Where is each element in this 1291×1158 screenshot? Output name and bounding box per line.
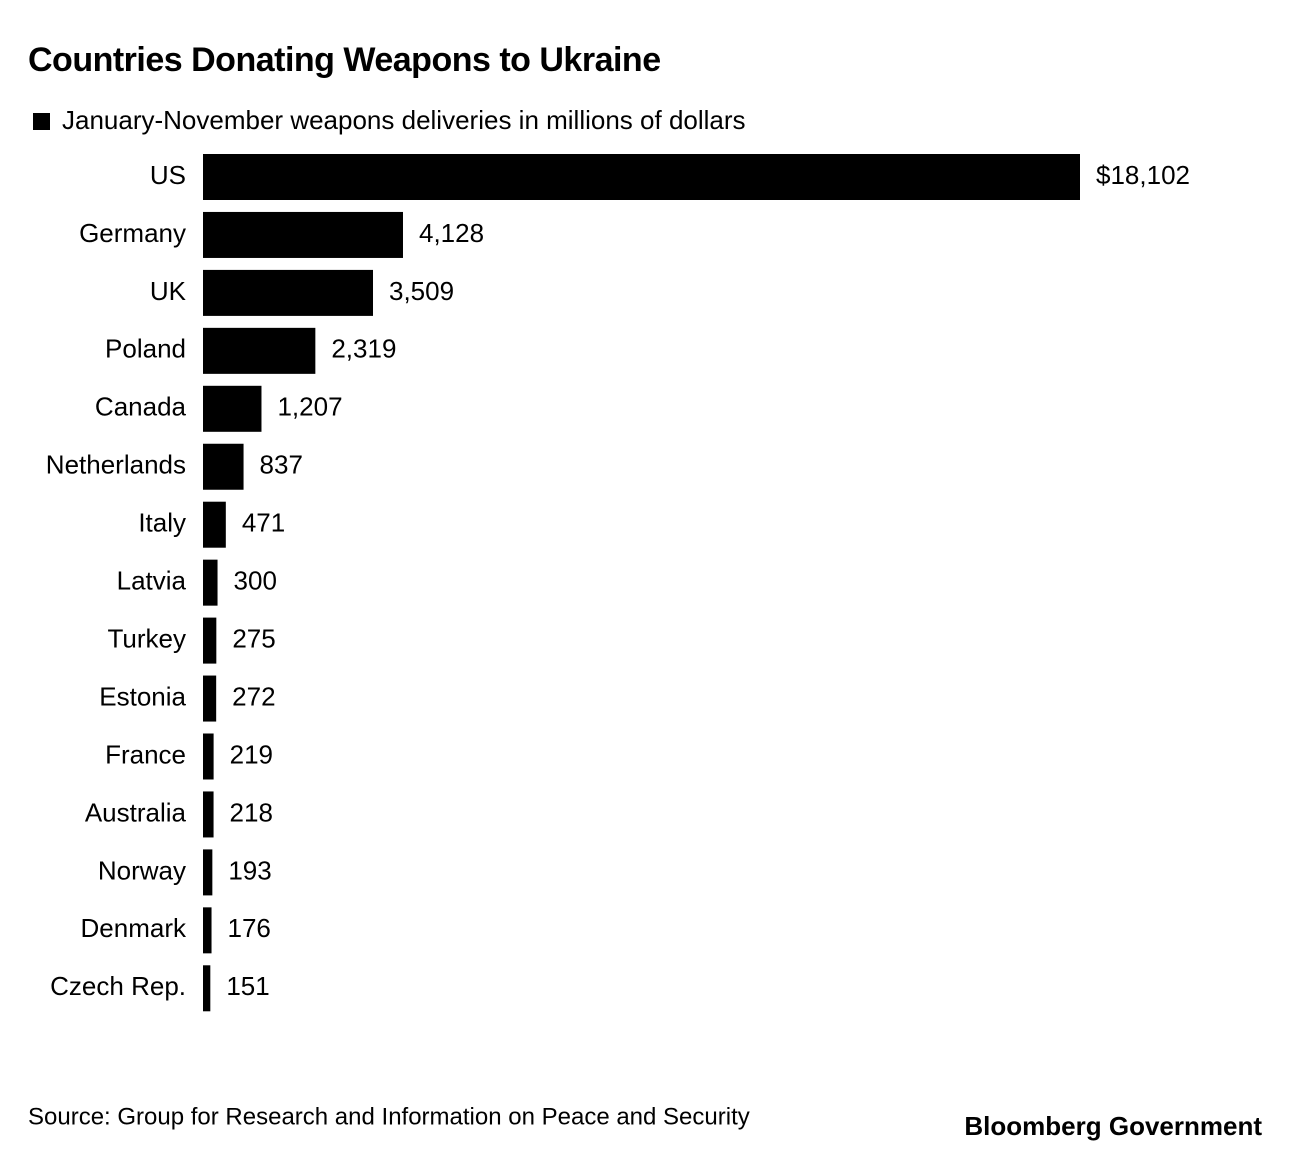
category-label: Australia (85, 797, 187, 827)
value-label: 2,319 (331, 334, 396, 364)
category-label: US (150, 160, 186, 190)
category-label: Turkey (108, 623, 187, 653)
value-label: 837 (260, 450, 303, 480)
legend-swatch (33, 113, 50, 130)
category-label: UK (150, 276, 187, 306)
chart-title: Countries Donating Weapons to Ukraine (28, 41, 661, 79)
bar (203, 327, 316, 374)
category-label: Estonia (99, 681, 186, 711)
value-label: 275 (232, 623, 275, 653)
category-label: Italy (138, 508, 186, 538)
bar (203, 501, 226, 548)
value-label: 151 (226, 971, 269, 1001)
category-label: Netherlands (46, 450, 186, 480)
value-label: 300 (234, 566, 277, 596)
legend-label: January-November weapons deliveries in m… (62, 105, 746, 135)
category-label: Poland (105, 334, 186, 364)
value-label: $18,102 (1096, 160, 1190, 190)
category-label: Latvia (117, 566, 187, 596)
bar (203, 907, 212, 954)
category-label: Germany (79, 218, 186, 248)
category-label: Norway (98, 855, 186, 885)
value-label: 4,128 (419, 218, 484, 248)
bar (203, 849, 213, 896)
bar (203, 269, 374, 316)
brand: Bloomberg Government (964, 1111, 1262, 1141)
value-label: 193 (228, 855, 271, 885)
value-label: 471 (242, 508, 285, 538)
category-label: France (105, 739, 186, 769)
bar (203, 965, 211, 1012)
source-note: Source: Group for Research and Informati… (28, 1103, 750, 1130)
value-label: 1,207 (277, 392, 342, 422)
value-label: 218 (230, 797, 273, 827)
value-label: 272 (232, 681, 275, 711)
bar (203, 211, 403, 258)
bar (203, 154, 1080, 200)
category-label: Canada (95, 392, 187, 422)
bar (203, 385, 262, 432)
value-label: 219 (230, 739, 273, 769)
bar (203, 675, 217, 722)
bar (203, 791, 214, 838)
value-label: 3,509 (389, 276, 454, 306)
value-label: 176 (228, 913, 271, 943)
bar (203, 443, 244, 490)
bar (203, 733, 214, 780)
bar (203, 559, 218, 606)
category-label: Denmark (81, 913, 187, 943)
bar (203, 617, 217, 664)
category-label: Czech Rep. (50, 971, 186, 1001)
